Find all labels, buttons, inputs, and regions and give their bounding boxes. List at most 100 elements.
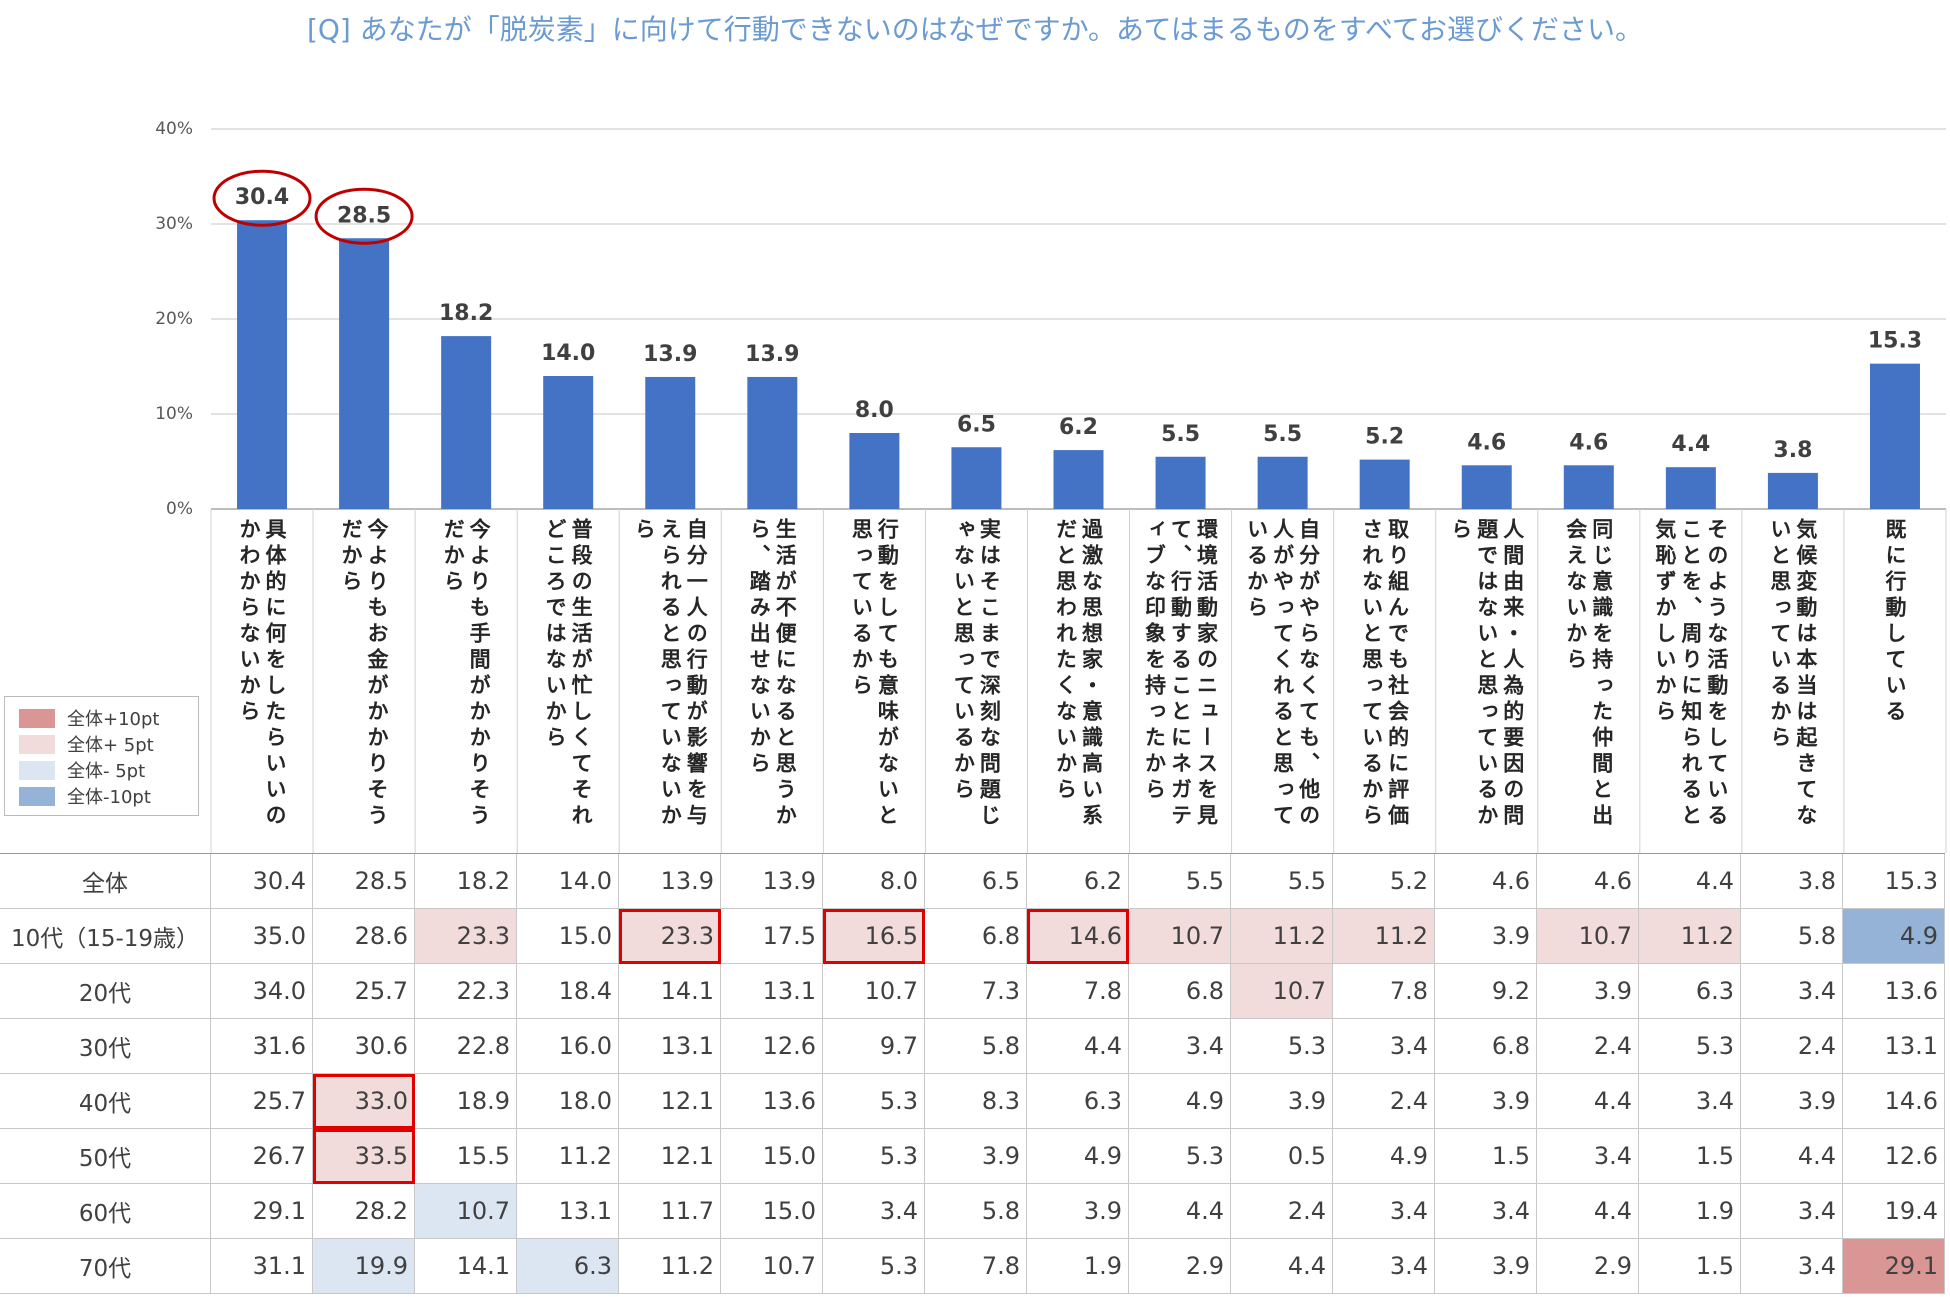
legend-item: 全体+10pt bbox=[19, 705, 184, 731]
table-cell: 23.3 bbox=[415, 909, 517, 964]
category-cell: 行動をしても意味がないと思っているから bbox=[823, 518, 925, 840]
value-label: 18.2 bbox=[439, 301, 493, 326]
table-cell: 12.6 bbox=[1843, 1129, 1945, 1184]
table-cell: 14.1 bbox=[619, 964, 721, 1019]
table-cell: 25.7 bbox=[211, 1074, 313, 1129]
table-cell: 13.6 bbox=[1843, 964, 1945, 1019]
row-label: 70代 bbox=[0, 1239, 211, 1294]
value-label: 6.5 bbox=[957, 412, 996, 437]
table-cell: 4.4 bbox=[1537, 1184, 1639, 1239]
bar bbox=[1461, 465, 1512, 509]
table-cell: 1.5 bbox=[1435, 1129, 1537, 1184]
table-cell: 5.8 bbox=[925, 1184, 1027, 1239]
table-cell: 10.7 bbox=[823, 964, 925, 1019]
table-cell: 23.3 bbox=[619, 909, 721, 964]
value-label: 6.2 bbox=[1059, 415, 1098, 440]
table-cell: 13.1 bbox=[619, 1019, 721, 1074]
bar bbox=[1257, 456, 1308, 509]
highlight-circle bbox=[314, 187, 414, 245]
legend-label: 全体- 5pt bbox=[67, 761, 146, 782]
table-cell: 5.3 bbox=[823, 1129, 925, 1184]
x-tick-label: 環境活動家のニュースを見て、行動することにネガティブな印象を持ったから bbox=[1142, 518, 1219, 830]
table-cell: 22.3 bbox=[415, 964, 517, 1019]
y-tick-label: 30% bbox=[155, 214, 193, 234]
table-cell: 15.0 bbox=[721, 1129, 823, 1184]
category-cell: 気候変動は本当は起きてないと思っているから bbox=[1742, 518, 1844, 840]
value-label: 3.8 bbox=[1773, 438, 1812, 463]
x-tick-label: 普段の生活が忙しくてそれどころではないから bbox=[543, 518, 594, 830]
table-cell: 12.1 bbox=[619, 1074, 721, 1129]
y-tick-label: 40% bbox=[155, 119, 193, 139]
table-cell: 30.6 bbox=[313, 1019, 415, 1074]
table-cell: 28.6 bbox=[313, 909, 415, 964]
category-cell: 既に行動している bbox=[1844, 518, 1946, 840]
table-cell: 3.4 bbox=[1333, 1019, 1435, 1074]
table-cell: 4.4 bbox=[1741, 1129, 1843, 1184]
table-cell: 7.8 bbox=[925, 1239, 1027, 1294]
value-label: 4.6 bbox=[1467, 430, 1506, 455]
table-cell: 15.0 bbox=[721, 1184, 823, 1239]
table-cell: 5.3 bbox=[823, 1239, 925, 1294]
category-cell: 自分がやらなくても、他の人がやってくれると思っているから bbox=[1232, 518, 1334, 840]
table-cell: 15.5 bbox=[415, 1129, 517, 1184]
table-cell: 18.2 bbox=[415, 854, 517, 909]
bar bbox=[1053, 450, 1104, 509]
table-cell: 10.7 bbox=[1537, 909, 1639, 964]
table-cell: 6.3 bbox=[517, 1239, 619, 1294]
table-cell: 14.1 bbox=[415, 1239, 517, 1294]
table-cell: 11.2 bbox=[1333, 909, 1435, 964]
table-cell: 6.8 bbox=[1435, 1019, 1537, 1074]
bar bbox=[849, 433, 900, 509]
table-cell: 15.3 bbox=[1843, 854, 1945, 909]
x-tick-label: 人間由来・人為的要因の問題ではないと思っているから bbox=[1448, 518, 1525, 830]
table-cell: 6.8 bbox=[925, 909, 1027, 964]
x-tick-label: 生活が不便になると思うから、踏み出せないから bbox=[747, 518, 798, 830]
table-cell: 3.4 bbox=[1333, 1184, 1435, 1239]
table-cell: 3.9 bbox=[925, 1129, 1027, 1184]
x-tick-label: 自分一人の行動が影響を与えられると思っていないから bbox=[632, 518, 709, 830]
table-cell: 3.9 bbox=[1741, 1074, 1843, 1129]
table-cell: 3.9 bbox=[1027, 1184, 1129, 1239]
table-cell: 5.3 bbox=[1129, 1129, 1231, 1184]
table-cell: 19.4 bbox=[1843, 1184, 1945, 1239]
table-cell: 9.2 bbox=[1435, 964, 1537, 1019]
value-label: 4.6 bbox=[1569, 430, 1608, 455]
x-tick-label: 今よりも手間がかかりそうだから bbox=[441, 518, 492, 830]
table-cell: 11.2 bbox=[1231, 909, 1333, 964]
bar bbox=[1665, 467, 1716, 509]
table-cell: 1.9 bbox=[1639, 1184, 1741, 1239]
table-cell: 18.0 bbox=[517, 1074, 619, 1129]
table-cell: 29.1 bbox=[1843, 1239, 1945, 1294]
category-cell: 人間由来・人為的要因の問題ではないと思っているから bbox=[1436, 518, 1538, 840]
y-tick-label: 20% bbox=[155, 309, 193, 329]
table-cell: 4.4 bbox=[1129, 1184, 1231, 1239]
row-label: 全体 bbox=[0, 854, 211, 909]
bar bbox=[543, 376, 594, 509]
table-cell: 4.9 bbox=[1027, 1129, 1129, 1184]
table-cell: 18.9 bbox=[415, 1074, 517, 1129]
table-cell: 28.2 bbox=[313, 1184, 415, 1239]
x-tick-label: そのような活動をしていることを、周りに知られると気恥ずかしいから bbox=[1652, 518, 1729, 830]
table-cell: 2.9 bbox=[1129, 1239, 1231, 1294]
data-table: 全体 30.4 28.5 18.2 14.0 13.9 13.9 8.0 6.5 6.2 5.5 5.… bbox=[0, 853, 1945, 1294]
table-cell: 10.7 bbox=[415, 1184, 517, 1239]
row-label: 60代 bbox=[0, 1184, 211, 1239]
table-cell: 7.3 bbox=[925, 964, 1027, 1019]
category-cell: 過激な思想家・意識高い系だと思われたくないから bbox=[1027, 518, 1129, 840]
bar bbox=[1869, 363, 1920, 509]
table-cell: 10.7 bbox=[1129, 909, 1231, 964]
legend-item: 全体+ 5pt bbox=[19, 731, 184, 757]
value-label: 4.4 bbox=[1671, 432, 1710, 457]
table-cell: 16.0 bbox=[517, 1019, 619, 1074]
x-tick-label: 取り組んでも社会的に評価されないと思っているから bbox=[1359, 518, 1410, 830]
table-cell: 2.9 bbox=[1537, 1239, 1639, 1294]
legend-swatch bbox=[19, 708, 55, 728]
bar bbox=[1767, 472, 1818, 509]
legend-swatch bbox=[19, 734, 55, 754]
table-cell: 3.8 bbox=[1741, 854, 1843, 909]
table-cell: 28.5 bbox=[313, 854, 415, 909]
category-cell: そのような活動をしていることを、周りに知られると気恥ずかしいから bbox=[1640, 518, 1742, 840]
category-cell: 具体的に何をしたらいいのかわからないから bbox=[211, 518, 313, 840]
table-cell: 4.4 bbox=[1537, 1074, 1639, 1129]
